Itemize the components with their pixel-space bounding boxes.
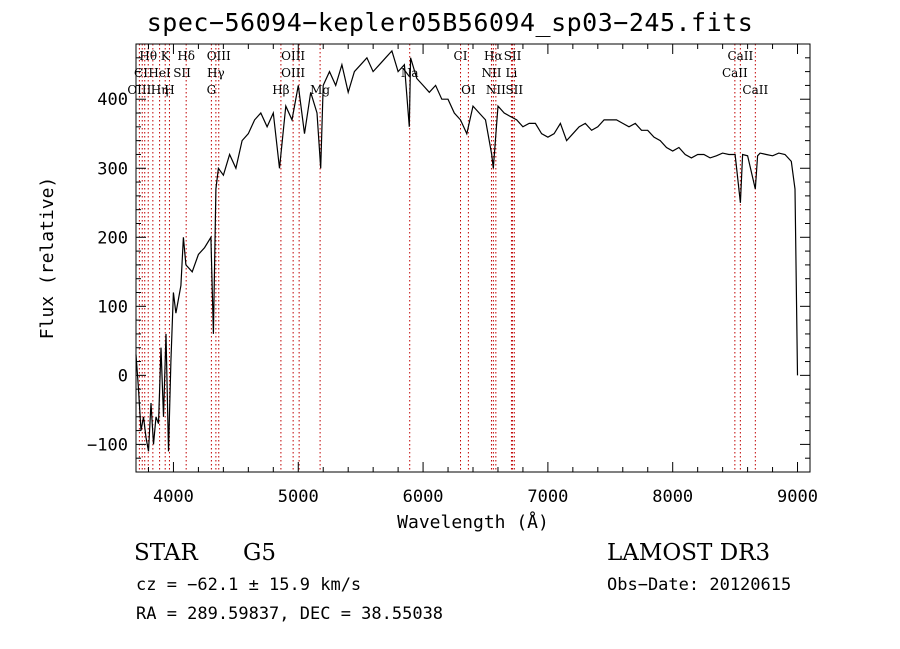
y-tick-label: 300 xyxy=(97,159,128,179)
feature-label: SII xyxy=(173,66,191,80)
x-tick-label: 7000 xyxy=(527,487,568,507)
feature-label: CaII xyxy=(727,49,753,63)
x-tick-label: 9000 xyxy=(777,487,818,507)
feature-label: Hβ xyxy=(272,83,289,97)
feature-label: H xyxy=(164,83,174,97)
feature-label: CI xyxy=(454,49,468,63)
feature-label: HeI xyxy=(148,66,171,80)
y-tick-label: −100 xyxy=(87,435,128,455)
feature-label: OI xyxy=(461,83,476,97)
y-tick-label: 200 xyxy=(97,228,128,248)
feature-label: Mg xyxy=(310,83,330,97)
feature-label: Li xyxy=(506,66,518,80)
x-tick-label: 8000 xyxy=(652,487,693,507)
feature-label: OIII xyxy=(281,49,305,63)
x-tick-label: 4000 xyxy=(153,487,194,507)
feature-label: SII xyxy=(504,49,522,63)
subclass-label: G5 xyxy=(243,540,277,566)
feature-label: CaII xyxy=(722,66,748,80)
y-axis-label: Flux (relative) xyxy=(37,177,58,340)
x-axis-label: Wavelength (Å) xyxy=(397,511,549,533)
feature-label: G xyxy=(207,83,217,97)
feature-label: Hγ xyxy=(207,66,225,80)
feature-label: K xyxy=(161,49,171,63)
feature-label: NII xyxy=(481,66,501,80)
feature-label: OIII xyxy=(281,66,305,80)
feature-label: OIII xyxy=(127,83,151,97)
feature-label: Hδ xyxy=(177,49,195,63)
x-tick-label: 5000 xyxy=(278,487,319,507)
y-tick-label: 0 xyxy=(118,366,128,386)
y-tick-label: 400 xyxy=(97,90,128,110)
coordinates-readout: RA = 289.59837, DEC = 38.55038 xyxy=(136,604,444,624)
feature-label: Hα xyxy=(484,49,503,63)
chart-title: spec−56094−kepler05B56094_sp03−245.fits xyxy=(146,8,754,37)
y-tick-label: 100 xyxy=(97,297,128,317)
cz-readout: cz = −62.1 ± 15.9 km/s xyxy=(136,575,362,595)
feature-label: SII xyxy=(505,83,523,97)
feature-label: Hθ xyxy=(139,49,157,63)
feature-label: NII xyxy=(486,83,506,97)
feature-label: CI xyxy=(134,66,148,80)
obs-date-readout: Obs−Date: 20120615 xyxy=(607,575,792,595)
feature-label: Hη xyxy=(151,83,169,97)
x-tick-label: 6000 xyxy=(403,487,444,507)
feature-label: OIII xyxy=(207,49,231,63)
survey-label: LAMOST DR3 xyxy=(607,540,771,566)
class-label: STAR xyxy=(134,540,198,566)
feature-label: CaII xyxy=(742,83,768,97)
spectrum-line xyxy=(135,49,799,452)
